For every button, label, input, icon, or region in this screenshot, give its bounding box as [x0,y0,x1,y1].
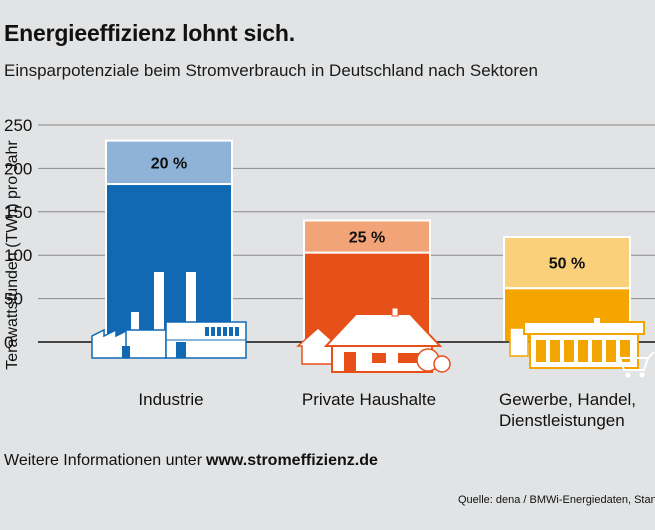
sector-icons [91,272,655,378]
bar-1-savings [303,219,431,254]
y-tick-label: 0 [4,333,13,352]
savings-label-0: 20 % [151,155,187,172]
category-label-industrie: Industrie [138,390,204,409]
footer-text: Weitere Informationen unter [4,452,203,469]
shop-icon [509,318,655,378]
savings-label-2: 50 % [549,256,585,273]
y-tick-label: 50 [4,290,23,309]
bars: 20 % 25 % 50 % [105,139,631,343]
category-label-private-haushalte: Private Haushalte [301,390,437,409]
bar-2-savings [503,235,631,290]
bar-0-base [105,183,233,343]
chart-title: Energieeffizienz lohnt sich. [4,20,295,46]
y-tick-label: 200 [4,159,32,178]
factory-icon [91,272,247,359]
y-tick-label: 150 [4,203,32,222]
footer-info: Weitere Informationen unter www.stromeffi… [4,452,378,470]
savings-label-1: 25 % [349,230,385,247]
footer-url-link[interactable]: www.stromeffizienz.de [206,452,378,469]
y-tick-label: 100 [4,246,32,265]
house-icon [296,307,451,373]
chart-subtitle: Einsparpotenziale beim Stromverbrauch in… [4,61,538,80]
category-label-gewerbe: Gewerbe, Handel, Dienstleistungen [499,390,637,430]
y-tick-label: 250 [4,116,32,135]
y-tick-labels: 0 50 100 150 200 250 [4,116,32,352]
bar-0-savings [105,139,233,186]
source-note: Quelle: dena / BMWi-Energiedaten, Stan [458,494,655,506]
